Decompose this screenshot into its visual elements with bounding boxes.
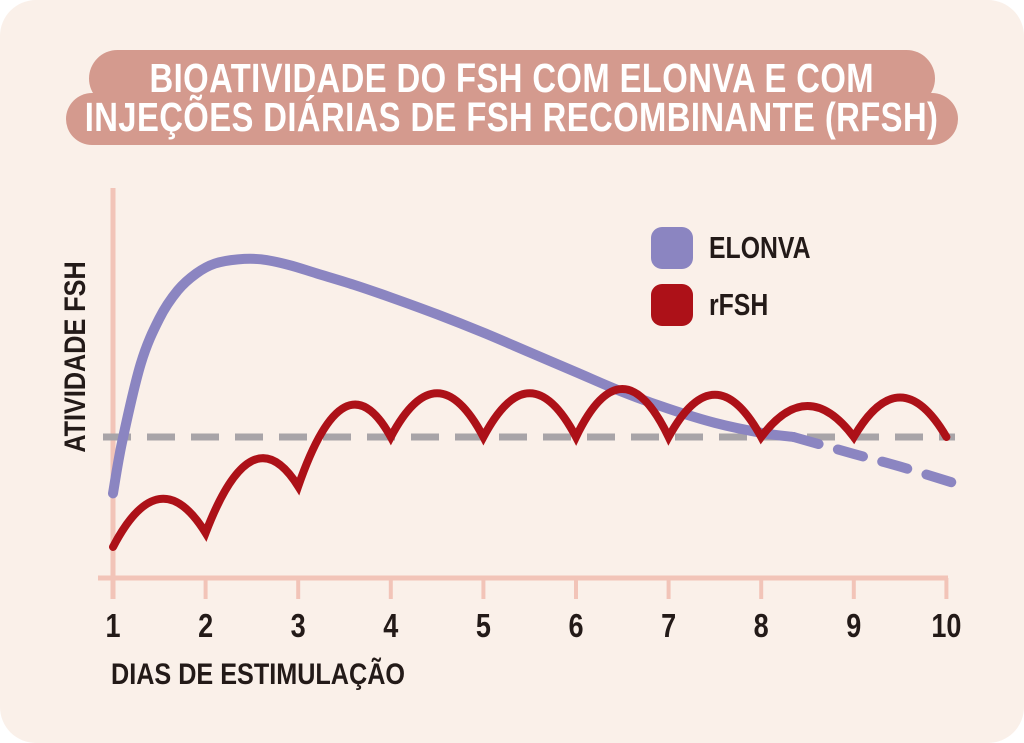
rfsh-swatch: [651, 284, 693, 326]
legend-item-elonva: ELONVA: [651, 227, 836, 269]
x-tick-label: 4: [383, 609, 398, 645]
title-banner: BIOATIVIDADE DO FSH COM ELONVA E COM INJ…: [0, 50, 1024, 146]
title-line-2: INJEÇÕES DIÁRIAS DE FSH RECOMBINANTE (RF…: [85, 94, 939, 140]
x-tick-label: 9: [846, 609, 861, 645]
x-tick-label: 6: [568, 609, 583, 645]
legend-item-rfsh: rFSH: [651, 284, 836, 326]
x-tick-label: 10: [931, 609, 961, 645]
x-tick-label: 3: [291, 609, 306, 645]
y-axis-label: ATIVIDADE FSH: [59, 261, 92, 453]
legend-label-elonva: ELONVA: [709, 230, 811, 265]
x-tick-label: 2: [198, 609, 213, 645]
title-line-1: BIOATIVIDADE DO FSH COM ELONVA E COM: [149, 55, 875, 101]
x-tick-label: 8: [754, 609, 769, 645]
rfsh-curve: [109, 385, 951, 551]
x-tick-label: 1: [105, 609, 120, 645]
legend-label-rfsh: rFSH: [709, 287, 769, 322]
chart-title: BIOATIVIDADE DO FSH COM ELONVA E COM INJ…: [0, 50, 1024, 146]
elonva-curve-dashed: [788, 432, 961, 489]
x-tick-label: 7: [661, 609, 676, 645]
x-axis-label: DIAS DE ESTIMULAÇÃO: [111, 658, 406, 691]
banner-shape-bottom: [66, 93, 958, 145]
elonva-swatch: [651, 227, 693, 269]
chart-legend: ELONVA rFSH: [651, 227, 836, 326]
x-tick-label: 5: [476, 609, 491, 645]
